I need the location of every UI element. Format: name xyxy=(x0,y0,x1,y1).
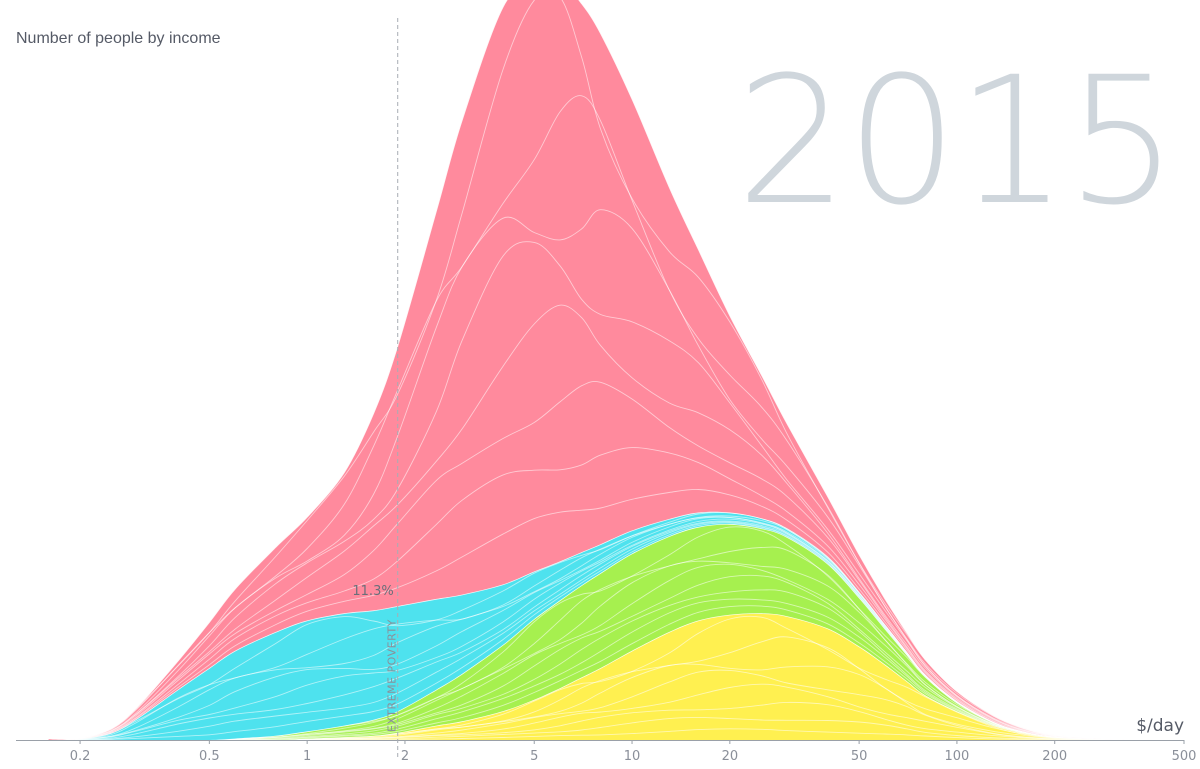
series-strand-3-5 xyxy=(48,241,1187,741)
x-tick-label-6: 20 xyxy=(722,749,739,764)
series-strand-3-7 xyxy=(48,95,1187,741)
series-area-3 xyxy=(48,0,1187,741)
series-area-2 xyxy=(48,511,1187,741)
series-strand-3-3 xyxy=(48,381,1187,741)
series-area-1 xyxy=(48,523,1187,741)
x-tick-label-2: 1 xyxy=(303,749,311,764)
x-axis-ticks: 0.2 0.5 1 2 5 10 20 50 100 200 500 xyxy=(70,740,1197,764)
extreme-poverty-label: EXTREME POVERTY xyxy=(386,619,399,732)
x-tick-label-9: 200 xyxy=(1042,749,1067,764)
x-unit-label: $/day xyxy=(1136,716,1184,736)
x-tick-label-10: 500 xyxy=(1172,749,1197,764)
y-axis-label: Number of people by income xyxy=(16,30,221,47)
x-tick-label-1: 0.5 xyxy=(199,749,220,764)
year-label: 2015 xyxy=(736,39,1178,244)
series-strand-3-1 xyxy=(48,488,1187,741)
x-tick-label-7: 50 xyxy=(851,749,868,764)
x-tick-label-3: 2 xyxy=(401,749,409,764)
series-strand-3-2 xyxy=(48,447,1187,741)
extreme-poverty-share: 11.3% xyxy=(352,584,393,599)
x-tick-label-5: 10 xyxy=(624,749,641,764)
x-tick-label-8: 100 xyxy=(945,749,970,764)
series-edge-3 xyxy=(48,0,1187,741)
series-layers xyxy=(48,0,1187,741)
x-tick-label-0: 0.2 xyxy=(70,749,91,764)
x-tick-label-4: 5 xyxy=(530,749,538,764)
